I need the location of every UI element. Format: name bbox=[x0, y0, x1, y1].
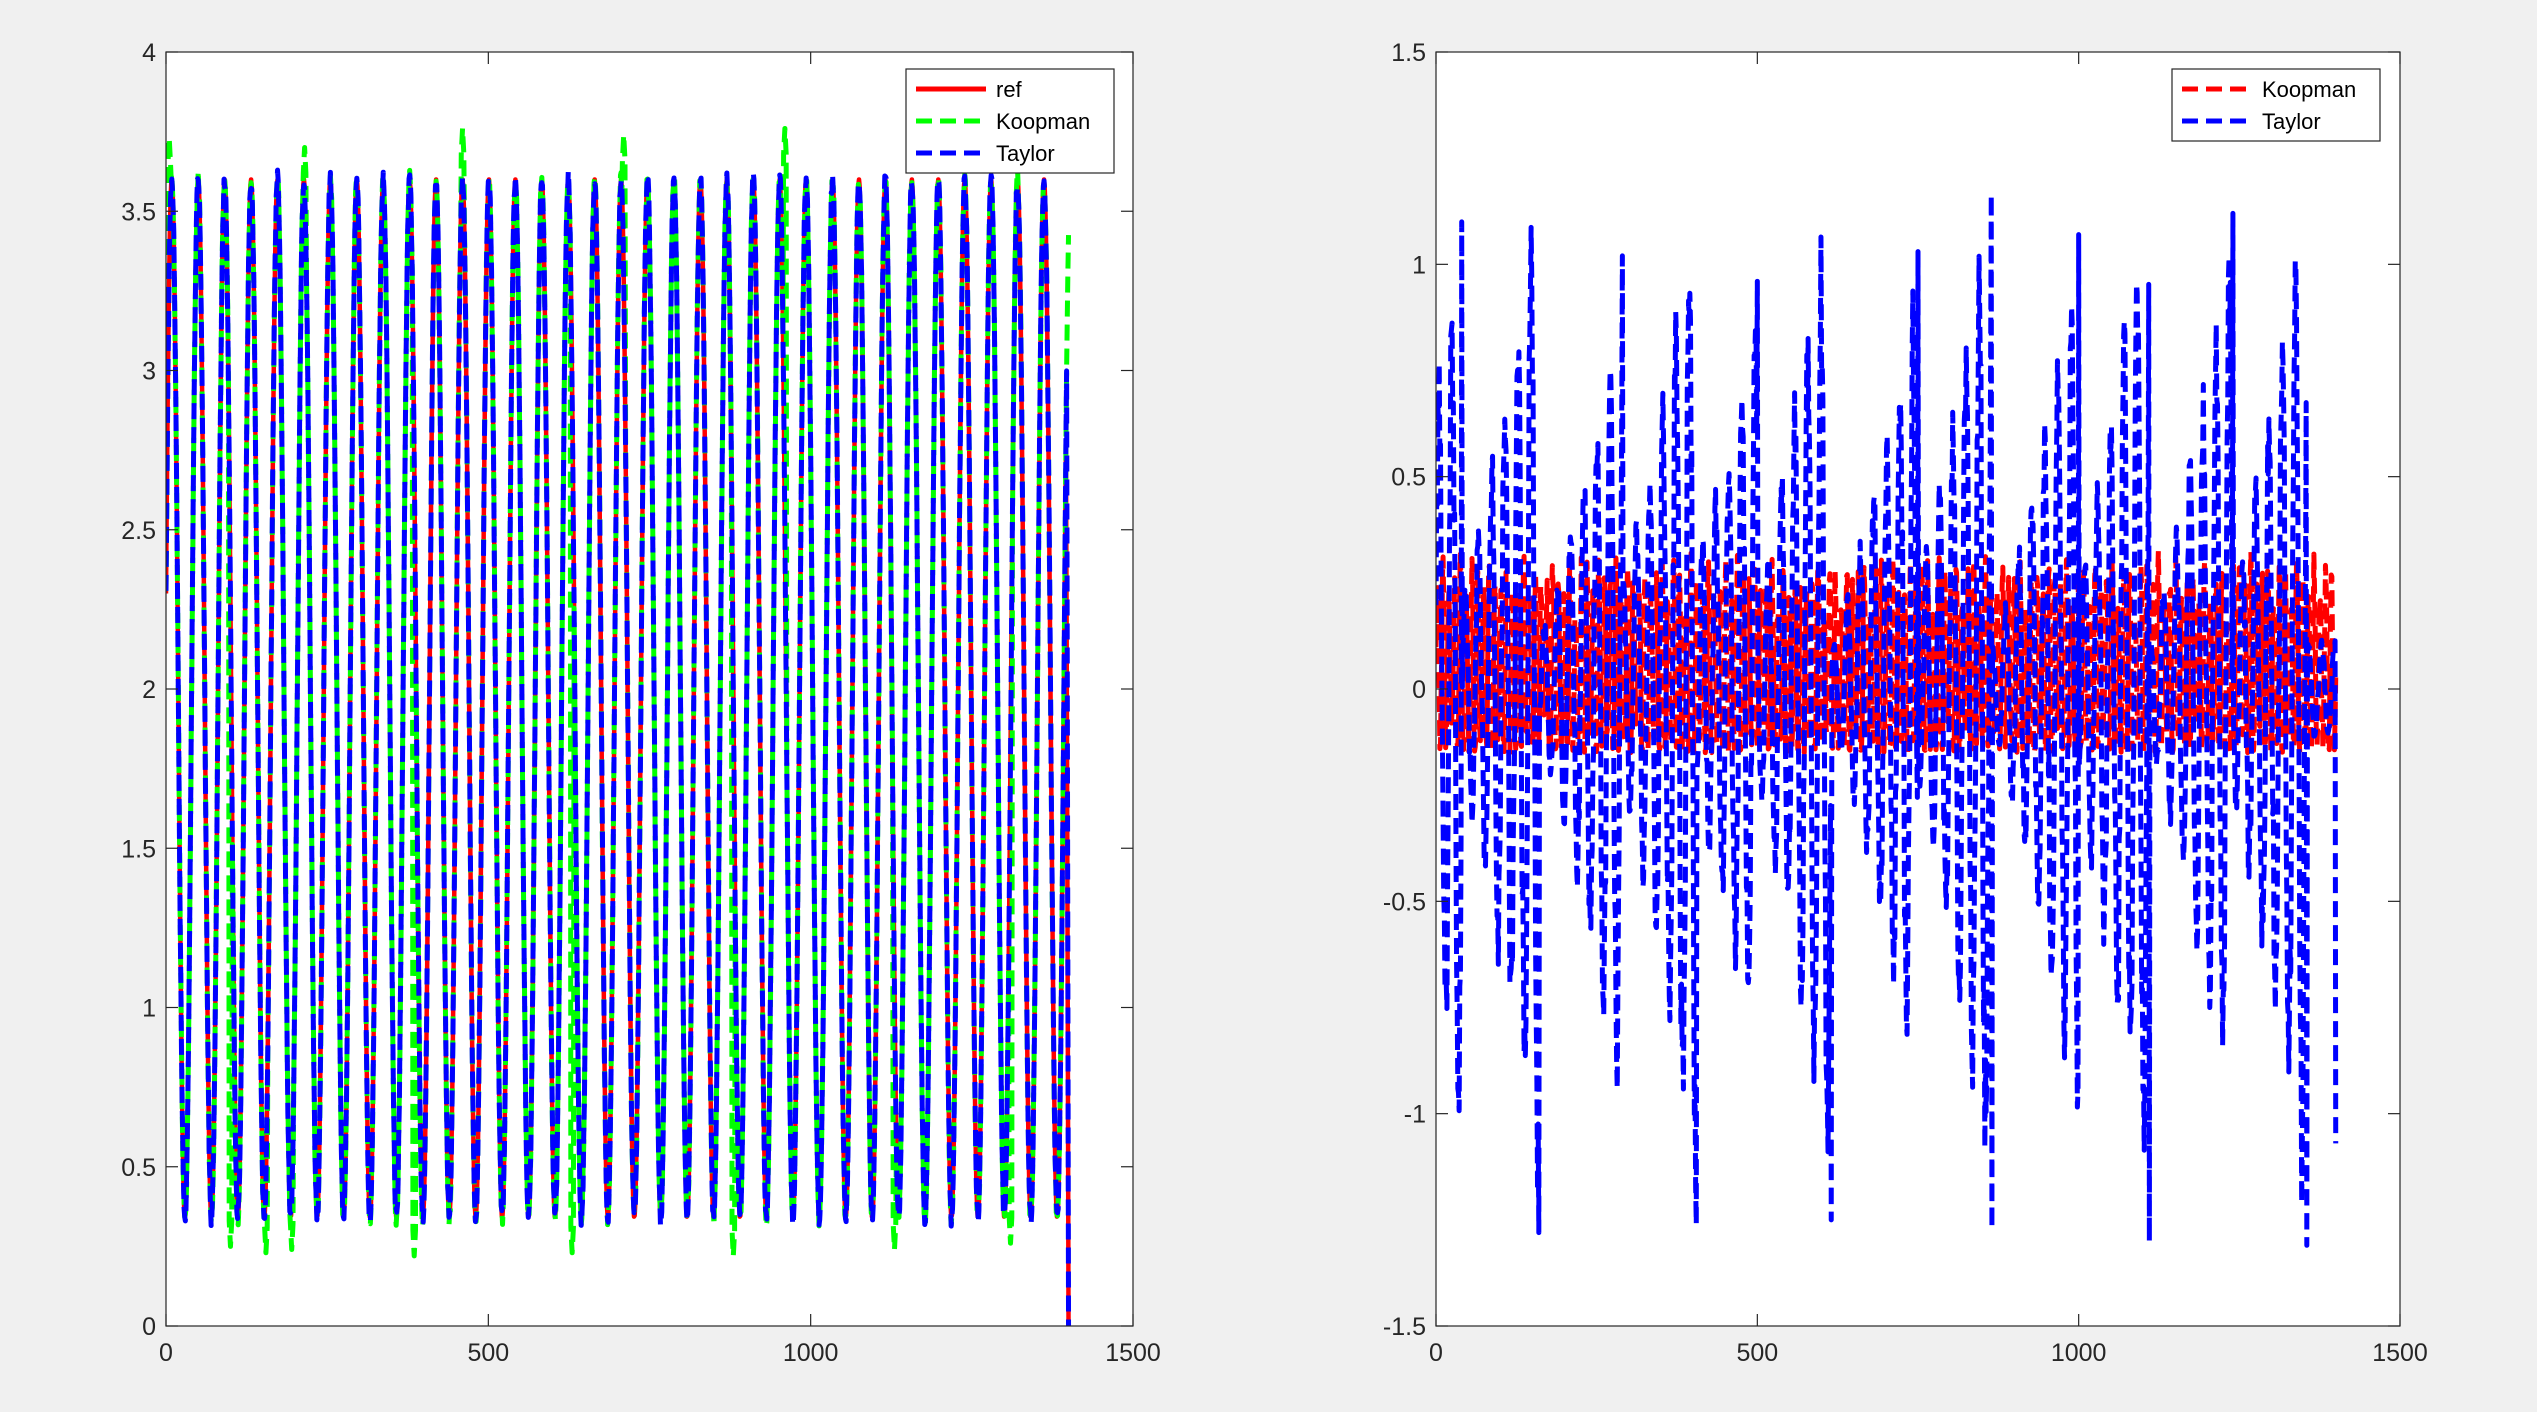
y-tick-label: 2 bbox=[142, 676, 156, 704]
series-line-taylor bbox=[1436, 192, 2339, 1248]
left-legend: ref Koopman Taylor bbox=[905, 68, 1115, 174]
left-series-layer bbox=[166, 125, 1072, 1326]
x-tick-label: 500 bbox=[1736, 1339, 1778, 1367]
x-tick-label: 1500 bbox=[2372, 1339, 2428, 1367]
legend-label-taylor: Taylor bbox=[2262, 109, 2321, 134]
y-tick-label: 2.5 bbox=[121, 517, 156, 545]
y-tick-label: 0.5 bbox=[1391, 464, 1426, 492]
x-tick-label: 0 bbox=[159, 1339, 173, 1367]
left-tick-layer: 0 500 1000 1500 0 0.5 1 1.5 2 2.5 3 3.5 4 bbox=[121, 39, 1161, 1367]
right-series-layer bbox=[1436, 192, 2339, 1248]
y-tick-label: 1.5 bbox=[1391, 39, 1426, 67]
y-tick-label: 3.5 bbox=[121, 198, 156, 226]
legend-label-taylor: Taylor bbox=[996, 141, 1055, 166]
left-axes: 0 500 1000 1500 0 0.5 1 1.5 2 2.5 3 3.5 4 ref Koopman… bbox=[121, 39, 1161, 1367]
y-tick-label: 4 bbox=[142, 39, 156, 67]
right-tick-layer: 0 500 1000 1500 -1.5 -1 -0.5 0 0.5 1 1.5 bbox=[1383, 39, 2428, 1367]
y-tick-label: -1 bbox=[1404, 1101, 1426, 1129]
x-tick-label: 1500 bbox=[1105, 1339, 1161, 1367]
right-axes: 0 500 1000 1500 -1.5 -1 -0.5 0 0.5 1 1.5 Koopman Ta… bbox=[1383, 39, 2428, 1367]
x-tick-label: 0 bbox=[1429, 1339, 1443, 1367]
y-tick-label: 0 bbox=[142, 1313, 156, 1341]
x-tick-label: 500 bbox=[467, 1339, 509, 1367]
y-tick-label: 1.5 bbox=[121, 835, 156, 863]
legend-label-koopman: Koopman bbox=[996, 109, 1090, 134]
legend-box bbox=[2171, 68, 2381, 142]
y-tick-label: -0.5 bbox=[1383, 888, 1426, 916]
right-legend: Koopman Taylor bbox=[2171, 68, 2381, 142]
series-line-taylor bbox=[166, 167, 1072, 1326]
legend-label-ref: ref bbox=[996, 77, 1023, 102]
y-tick-label: 3 bbox=[142, 358, 156, 386]
y-tick-label: -1.5 bbox=[1383, 1313, 1426, 1341]
legend-label-koopman: Koopman bbox=[2262, 77, 2356, 102]
y-tick-label: 1 bbox=[1412, 251, 1426, 279]
y-tick-label: 0 bbox=[1412, 676, 1426, 704]
y-tick-label: 0.5 bbox=[121, 1154, 156, 1182]
x-tick-label: 1000 bbox=[2051, 1339, 2107, 1367]
y-tick-label: 1 bbox=[142, 995, 156, 1023]
x-tick-label: 1000 bbox=[783, 1339, 839, 1367]
